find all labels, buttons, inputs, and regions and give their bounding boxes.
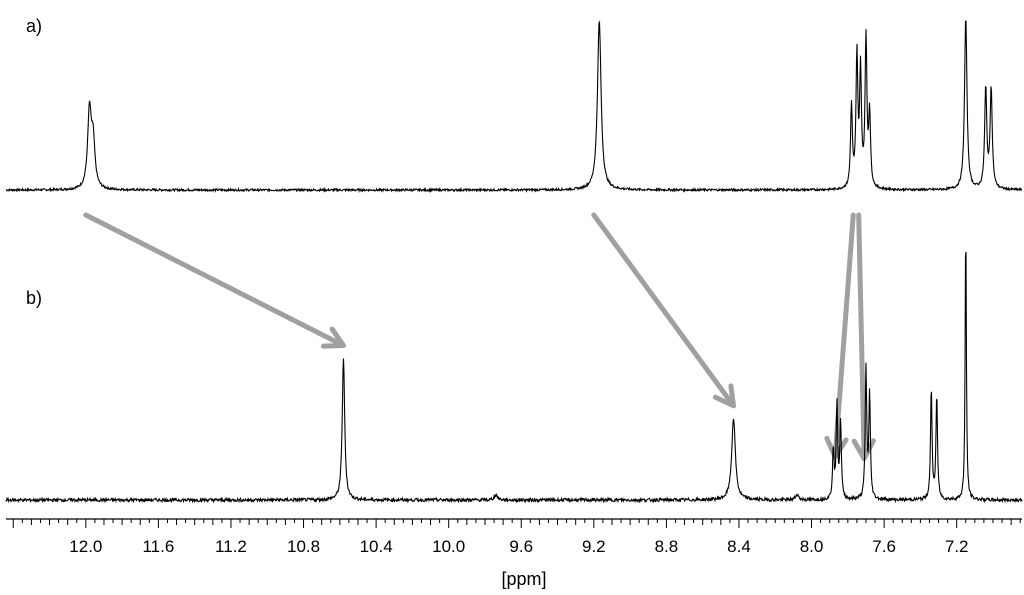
x-axis-label: [ppm] xyxy=(501,569,546,589)
x-tick-label: 8.4 xyxy=(727,537,751,556)
correlation-arrow-3 xyxy=(824,212,856,460)
x-tick-label: 10.8 xyxy=(287,537,320,556)
panel-label-a: a) xyxy=(26,16,42,36)
spectrum-trace-b xyxy=(5,251,1023,504)
x-tick-label: 8.8 xyxy=(655,537,679,556)
x-tick-label: 9.2 xyxy=(582,537,606,556)
correlation-arrows xyxy=(83,212,876,462)
x-tick-label: 7.2 xyxy=(945,537,969,556)
x-tick-label: 10.4 xyxy=(360,537,393,556)
x-tick-label: 10.0 xyxy=(432,537,465,556)
panel-labels: a) b) xyxy=(26,16,42,308)
correlation-arrow-1 xyxy=(83,212,346,349)
x-tick-label: 7.6 xyxy=(872,537,896,556)
spectrum-trace-a xyxy=(5,20,1023,194)
x-axis: 12.0 11.6 11.2 10.8 10.4 10.0 9.6 9.2 8.8 8.4 8.0 7… xyxy=(6,518,1022,556)
panel-label-b: b) xyxy=(26,288,42,308)
spectra-traces xyxy=(5,20,1023,504)
correlation-arrow-2 xyxy=(591,212,737,409)
x-tick-label: 11.6 xyxy=(142,537,174,556)
x-tick-label: 9.6 xyxy=(509,537,533,556)
x-tick-label: 12.0 xyxy=(69,537,102,556)
x-tick-label: 8.0 xyxy=(800,537,824,556)
x-tick-label: 11.2 xyxy=(215,537,247,556)
